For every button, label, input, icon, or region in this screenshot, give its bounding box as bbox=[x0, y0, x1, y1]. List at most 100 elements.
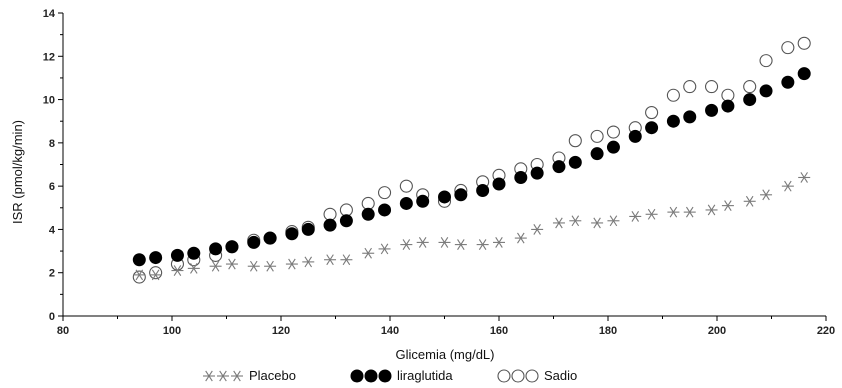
legend-marker bbox=[364, 369, 378, 383]
data-point bbox=[705, 103, 719, 117]
data-point bbox=[514, 232, 527, 244]
data-point bbox=[645, 121, 659, 135]
data-point bbox=[743, 80, 757, 94]
data-point bbox=[285, 227, 299, 241]
data-point bbox=[705, 204, 718, 216]
y-tick-label: 10 bbox=[43, 95, 55, 107]
data-point bbox=[683, 206, 696, 218]
legend-marker bbox=[525, 369, 539, 383]
data-point bbox=[667, 206, 680, 218]
y-axis-label: ISR (pmol/kg/min) bbox=[10, 120, 25, 224]
data-point bbox=[378, 243, 391, 255]
data-point bbox=[606, 140, 620, 154]
data-point bbox=[399, 196, 413, 210]
data-point bbox=[607, 215, 620, 227]
data-point bbox=[514, 170, 528, 184]
legend-item-liraglutida: liraglutida bbox=[350, 368, 453, 383]
data-point bbox=[187, 262, 200, 274]
data-point bbox=[591, 217, 604, 229]
y-tick-label: 14 bbox=[43, 8, 56, 20]
data-point bbox=[264, 260, 277, 272]
data-point bbox=[568, 134, 582, 148]
y-tick-label: 0 bbox=[49, 311, 55, 323]
legend-label: Sadio bbox=[544, 368, 577, 383]
data-point bbox=[759, 84, 773, 98]
y-tick-label: 8 bbox=[49, 138, 55, 150]
data-point bbox=[759, 54, 773, 68]
data-point bbox=[781, 180, 794, 192]
data-point bbox=[683, 110, 697, 124]
data-point bbox=[225, 258, 238, 270]
data-point bbox=[301, 222, 315, 236]
y-tick-label: 2 bbox=[49, 268, 55, 280]
data-point bbox=[798, 172, 811, 183]
legend-label: liraglutida bbox=[397, 368, 453, 383]
x-axis-label: Glicemia (mg/dL) bbox=[396, 347, 495, 362]
y-tick-label: 4 bbox=[49, 224, 56, 236]
data-point bbox=[133, 269, 146, 281]
data-point bbox=[323, 207, 337, 221]
data-point bbox=[263, 231, 277, 245]
legend-marker bbox=[217, 370, 229, 382]
data-point bbox=[339, 203, 353, 217]
x-tick-label: 180 bbox=[599, 325, 617, 337]
data-point bbox=[438, 190, 451, 204]
data-point bbox=[628, 129, 642, 143]
data-point bbox=[743, 93, 757, 107]
x-tick-label: 100 bbox=[163, 325, 181, 337]
legend-label: Placebo bbox=[249, 368, 296, 383]
data-point bbox=[324, 254, 337, 266]
data-point bbox=[645, 106, 659, 120]
data-point bbox=[416, 194, 430, 208]
data-point bbox=[323, 218, 337, 232]
data-point bbox=[629, 211, 642, 222]
data-point bbox=[400, 239, 413, 250]
data-point bbox=[149, 269, 162, 281]
data-point bbox=[361, 207, 375, 221]
data-point bbox=[170, 248, 184, 262]
data-point bbox=[569, 215, 582, 227]
data-point bbox=[552, 217, 565, 229]
data-point bbox=[492, 177, 506, 191]
data-point bbox=[209, 242, 223, 256]
data-point bbox=[590, 129, 604, 143]
x-tick-label: 80 bbox=[57, 325, 69, 337]
data-point bbox=[132, 270, 146, 284]
legend-marker bbox=[378, 369, 392, 383]
data-point bbox=[606, 125, 621, 139]
data-point bbox=[209, 260, 222, 272]
y-tick-label: 12 bbox=[43, 51, 55, 63]
data-point bbox=[416, 237, 429, 248]
data-point bbox=[704, 80, 719, 94]
data-point bbox=[187, 246, 201, 260]
data-point bbox=[721, 88, 735, 102]
y-tick-label: 6 bbox=[49, 181, 55, 193]
legend-item-sadio: Sadio bbox=[497, 368, 577, 383]
data-point bbox=[683, 80, 697, 94]
data-point bbox=[247, 260, 260, 272]
data-point bbox=[531, 224, 544, 235]
legend-item-placebo: Placebo bbox=[203, 368, 296, 383]
data-point bbox=[781, 41, 795, 55]
data-point bbox=[476, 239, 489, 250]
data-point bbox=[454, 239, 467, 250]
legend: Placebo liraglutida Sadio bbox=[203, 368, 577, 383]
x-tick-label: 160 bbox=[490, 325, 508, 337]
data-point bbox=[797, 36, 811, 50]
data-point bbox=[361, 196, 375, 211]
data-point bbox=[760, 189, 773, 201]
data-point bbox=[721, 99, 735, 113]
legend-marker bbox=[497, 369, 511, 383]
legend-marker bbox=[350, 369, 364, 383]
series-placebo bbox=[133, 172, 811, 281]
x-axis: 80 100 120 140 160 180 200 220 bbox=[57, 316, 835, 337]
data-point bbox=[225, 240, 239, 254]
data-point bbox=[666, 114, 680, 128]
x-tick-label: 220 bbox=[817, 325, 835, 337]
data-point bbox=[285, 258, 298, 270]
x-tick-label: 140 bbox=[381, 325, 399, 337]
data-point bbox=[568, 155, 582, 169]
data-point bbox=[645, 208, 658, 220]
legend-marker bbox=[511, 369, 525, 383]
x-tick-label: 200 bbox=[708, 325, 726, 337]
